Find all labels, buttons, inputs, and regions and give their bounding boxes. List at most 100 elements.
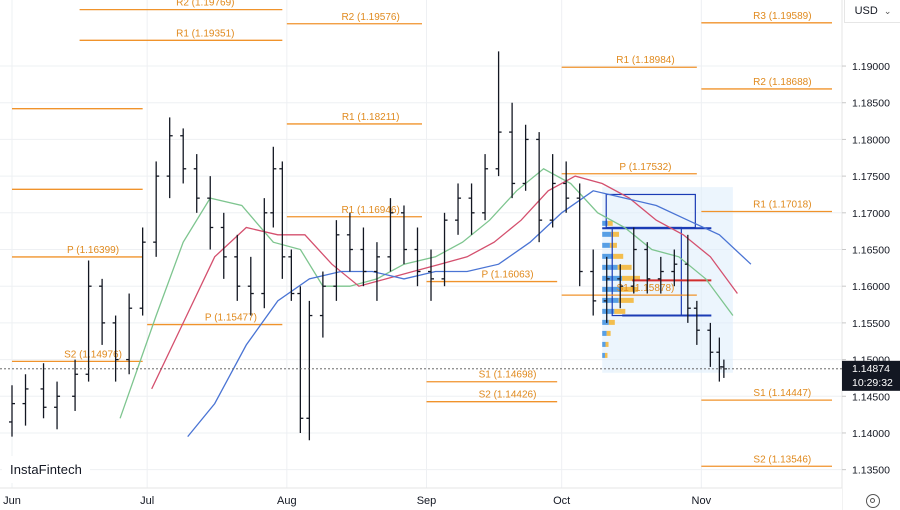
- x-tick-label: Sep: [417, 495, 437, 507]
- profile-bar-orange: [620, 286, 638, 292]
- ohlc-bar: [603, 256, 610, 323]
- x-axis-bg: [0, 488, 842, 510]
- y-tick-label: 1.15500: [852, 318, 890, 330]
- ohlc-bar: [455, 183, 462, 235]
- pivot-label: P (1.16063): [481, 270, 533, 281]
- pivot-label: P (1.17532): [619, 162, 671, 173]
- profile-bar-blue: [602, 242, 610, 248]
- ohlc-bar: [126, 293, 133, 375]
- ohlc-bar: [220, 212, 227, 279]
- y-tick-label: 1.19000: [852, 61, 890, 73]
- profile-bar-blue: [602, 231, 612, 237]
- ohlc-bar: [207, 176, 214, 250]
- pivot-label: R1 (1.17018): [753, 199, 811, 210]
- profile-bar-blue: [602, 319, 609, 325]
- ohlc-bar: [387, 198, 394, 272]
- pivot-label: R3 (1.19589): [753, 11, 811, 22]
- ohlc-bar: [193, 154, 200, 213]
- ohlc-bar: [414, 227, 421, 287]
- ohlc-bar: [288, 249, 295, 301]
- pivot-label: S1 (1.14698): [479, 370, 537, 381]
- profile-bar-orange: [613, 253, 624, 259]
- ohlc-bar: [509, 102, 516, 199]
- ohlc-bar: [261, 198, 268, 309]
- pivot-label: R2 (1.18688): [753, 77, 811, 88]
- y-axis-bg: [842, 22, 900, 488]
- pivot-label: R1 (1.16946): [341, 205, 399, 216]
- ohlc-bar: [112, 315, 119, 382]
- moving-average-red: [151, 175, 738, 390]
- ohlc-bar: [319, 271, 326, 338]
- ohlc-bar: [333, 220, 340, 301]
- ohlc-bar: [536, 132, 543, 243]
- currency-selector[interactable]: USD ⌄: [844, 0, 900, 23]
- ohlc-bar: [72, 359, 79, 411]
- x-tick-label: Aug: [277, 495, 297, 507]
- y-tick-label: 1.16000: [852, 281, 890, 293]
- profile-bar-orange: [622, 275, 641, 281]
- ohlc-bar: [180, 128, 187, 184]
- y-tick-label: 1.17500: [852, 171, 890, 183]
- ohlc-bar: [247, 256, 254, 316]
- ohlc-bar: [428, 249, 435, 301]
- pivot-label: S2 (1.14426): [479, 390, 537, 401]
- pivot-label: S1 (1.15878): [617, 283, 675, 294]
- profile-bar-orange: [608, 319, 615, 325]
- ohlc-bar: [684, 234, 691, 323]
- ohlc-bar: [373, 242, 380, 301]
- ohlc-bar: [400, 205, 407, 265]
- ohlc-bar: [346, 212, 353, 272]
- profile-bar-orange: [604, 352, 608, 358]
- y-tick-label: 1.17000: [852, 208, 890, 220]
- ohlc-bar: [576, 183, 583, 287]
- x-tick-label: Nov: [692, 495, 712, 507]
- profile-bar-blue: [602, 253, 614, 259]
- pivot-label: R1 (1.19351): [176, 28, 234, 39]
- ohlc-bar: [166, 117, 173, 199]
- y-tick-label: 1.14500: [852, 391, 890, 403]
- profile-bar-orange: [605, 341, 609, 347]
- ohlc-bar: [360, 227, 367, 287]
- ohlc-bar: [279, 161, 286, 279]
- profile-bar-orange: [618, 297, 634, 303]
- profile-bar-orange: [606, 330, 611, 336]
- ohlc-bar: [54, 381, 61, 430]
- x-tick-label: Jul: [140, 495, 154, 507]
- ohlc-bar: [671, 249, 678, 287]
- current-price-marker: 1.14874 10:29:32: [0, 360, 900, 391]
- x-tick-label: Jun: [3, 495, 21, 507]
- ohlc-bar: [522, 124, 529, 191]
- pivot-label: P (1.15477): [205, 313, 257, 324]
- ohlc-bars: [9, 51, 727, 441]
- ohlc-bar: [495, 51, 502, 177]
- profile-bar-blue: [602, 297, 619, 303]
- pivot-levels: R2 (1.19769) R1 (1.19351) R2 (1.19576) R1 (…: [12, 0, 832, 467]
- pivot-label: R2 (1.19576): [341, 12, 399, 23]
- ohlc-bar: [85, 260, 92, 382]
- y-tick-label: 1.18500: [852, 98, 890, 110]
- ohlc-bar: [482, 154, 489, 221]
- current-price-value: 1.14874: [852, 363, 890, 375]
- current-price-badge: [842, 360, 900, 391]
- profile-bar-orange: [607, 220, 613, 226]
- y-tick-label: 1.14000: [852, 428, 890, 440]
- ohlc-bar: [644, 242, 651, 294]
- ohlc-bar: [9, 385, 15, 437]
- profile-bar-blue: [602, 220, 608, 226]
- chevron-down-icon: ⌄: [883, 5, 892, 16]
- ohlc-bar: [441, 212, 448, 287]
- pivot-label: R1 (1.18984): [616, 55, 674, 66]
- profile-bar-blue: [602, 308, 615, 314]
- ohlc-bar: [693, 300, 700, 345]
- profile-bar-orange: [614, 308, 626, 314]
- y-tick-label: 1.13500: [852, 465, 890, 477]
- ohlc-bar: [549, 154, 556, 228]
- y-axis: 1.19000 1.18500 1.18000 1.17500 1.17000 1.165…: [841, 0, 900, 510]
- ohlc-bar: [139, 227, 146, 316]
- pivot-label: R1 (1.18211): [342, 112, 400, 123]
- profile-bar-orange: [611, 231, 620, 237]
- profile-bar-blue: [602, 330, 607, 336]
- gear-icon[interactable]: [866, 494, 880, 508]
- y-tick-label: 1.18000: [852, 134, 890, 146]
